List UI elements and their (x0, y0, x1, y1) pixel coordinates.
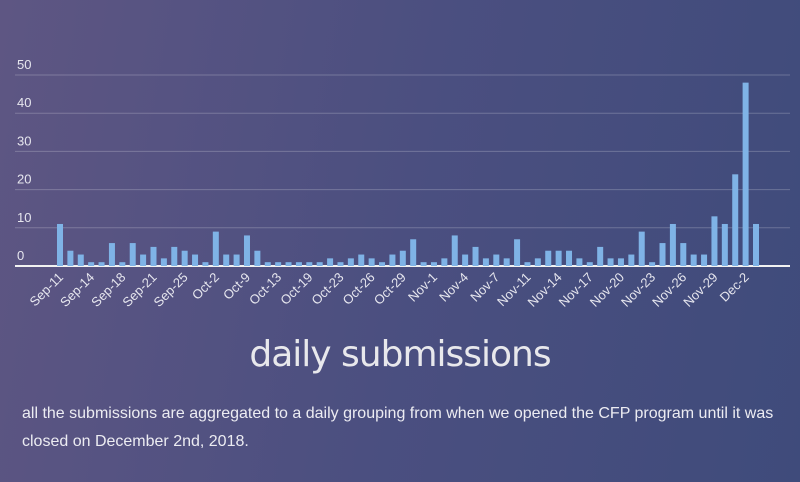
bar (462, 254, 469, 266)
y-tick-label: 0 (17, 248, 24, 263)
bar (493, 254, 500, 266)
bar (295, 262, 302, 266)
x-tick-label: Sep-21 (119, 270, 159, 310)
bar (399, 250, 406, 266)
bar (545, 250, 552, 266)
bar (389, 254, 396, 266)
bar (680, 243, 687, 266)
bar (638, 231, 645, 266)
chart-title: daily submissions (249, 334, 551, 375)
bar (701, 254, 708, 266)
x-tick-label: Nov-14 (524, 270, 564, 310)
bar (108, 243, 115, 266)
bar (524, 262, 531, 266)
x-tick-label: Dec-2 (717, 270, 752, 305)
bar (628, 254, 635, 266)
bar (586, 262, 593, 266)
bar (503, 258, 510, 266)
x-tick-label: Nov-20 (587, 270, 627, 310)
bar (140, 254, 147, 266)
x-tick-label: Nov-17 (556, 270, 596, 310)
bar (669, 223, 676, 266)
x-tick-label: Oct-2 (189, 270, 222, 303)
x-tick-label: Nov-4 (436, 270, 471, 305)
bar (150, 246, 157, 266)
bar (472, 246, 479, 266)
bar (607, 258, 614, 266)
chart-description: all the submissions are aggregated to a … (22, 405, 774, 450)
bar (327, 258, 334, 266)
bar (243, 235, 250, 266)
bar (223, 254, 230, 266)
x-tick-label: Oct-29 (371, 270, 409, 308)
y-tick-label: 20 (17, 172, 31, 187)
x-tick-label: Nov-29 (680, 270, 720, 310)
bar (576, 258, 583, 266)
bar (555, 250, 562, 266)
bar (753, 223, 759, 266)
bar (711, 216, 718, 266)
bar (441, 258, 448, 266)
x-tick-label: Sep-18 (88, 270, 128, 310)
x-tick-label: Nov-26 (649, 270, 689, 310)
y-tick-label: 40 (17, 95, 31, 110)
bar (732, 174, 739, 266)
bar (254, 250, 261, 266)
bar (119, 262, 126, 266)
bar (649, 262, 656, 266)
bar (451, 235, 458, 266)
bar (566, 250, 573, 266)
bar (77, 254, 84, 266)
bar (482, 258, 489, 266)
bar (264, 262, 271, 266)
bar (690, 254, 697, 266)
bar (347, 258, 354, 266)
bar (659, 243, 666, 266)
bar (742, 82, 749, 266)
bar (337, 262, 344, 266)
bar (88, 262, 95, 266)
bar (67, 250, 74, 266)
x-tick-label: Sep-14 (57, 270, 97, 310)
bar (202, 262, 209, 266)
bar (721, 223, 728, 266)
x-tick-label: Oct-23 (308, 270, 346, 308)
bar (285, 262, 292, 266)
y-tick-label: 50 (17, 57, 31, 72)
bar (212, 231, 219, 266)
bar (617, 258, 624, 266)
bar (379, 262, 386, 266)
y-tick-label: 30 (17, 133, 31, 148)
bar (98, 262, 105, 266)
bar (430, 262, 437, 266)
x-tick-label: Oct-26 (340, 270, 378, 308)
bar (420, 262, 427, 266)
y-tick-label: 10 (17, 210, 31, 225)
chart: 01020304050Sep-11Sep-14Sep-18Sep-21Sep-2… (15, 57, 790, 310)
bar (514, 239, 521, 266)
bar (358, 254, 365, 266)
bar (233, 254, 240, 266)
x-tick-label: Nov-1 (405, 270, 440, 305)
x-tick-label: Nov-23 (618, 270, 658, 310)
bar (597, 246, 604, 266)
x-tick-label: Oct-19 (277, 270, 315, 308)
bar (410, 239, 417, 266)
bar (129, 243, 136, 266)
bar (160, 258, 167, 266)
bar (534, 258, 541, 266)
bar (57, 223, 63, 266)
bar (316, 262, 323, 266)
bar (192, 254, 199, 266)
bar (306, 262, 313, 266)
x-tick-label: Sep-25 (151, 270, 191, 310)
bar (171, 246, 178, 266)
bar (368, 258, 375, 266)
bar (275, 262, 282, 266)
x-tick-label: Oct-13 (246, 270, 284, 308)
bar (181, 250, 188, 266)
